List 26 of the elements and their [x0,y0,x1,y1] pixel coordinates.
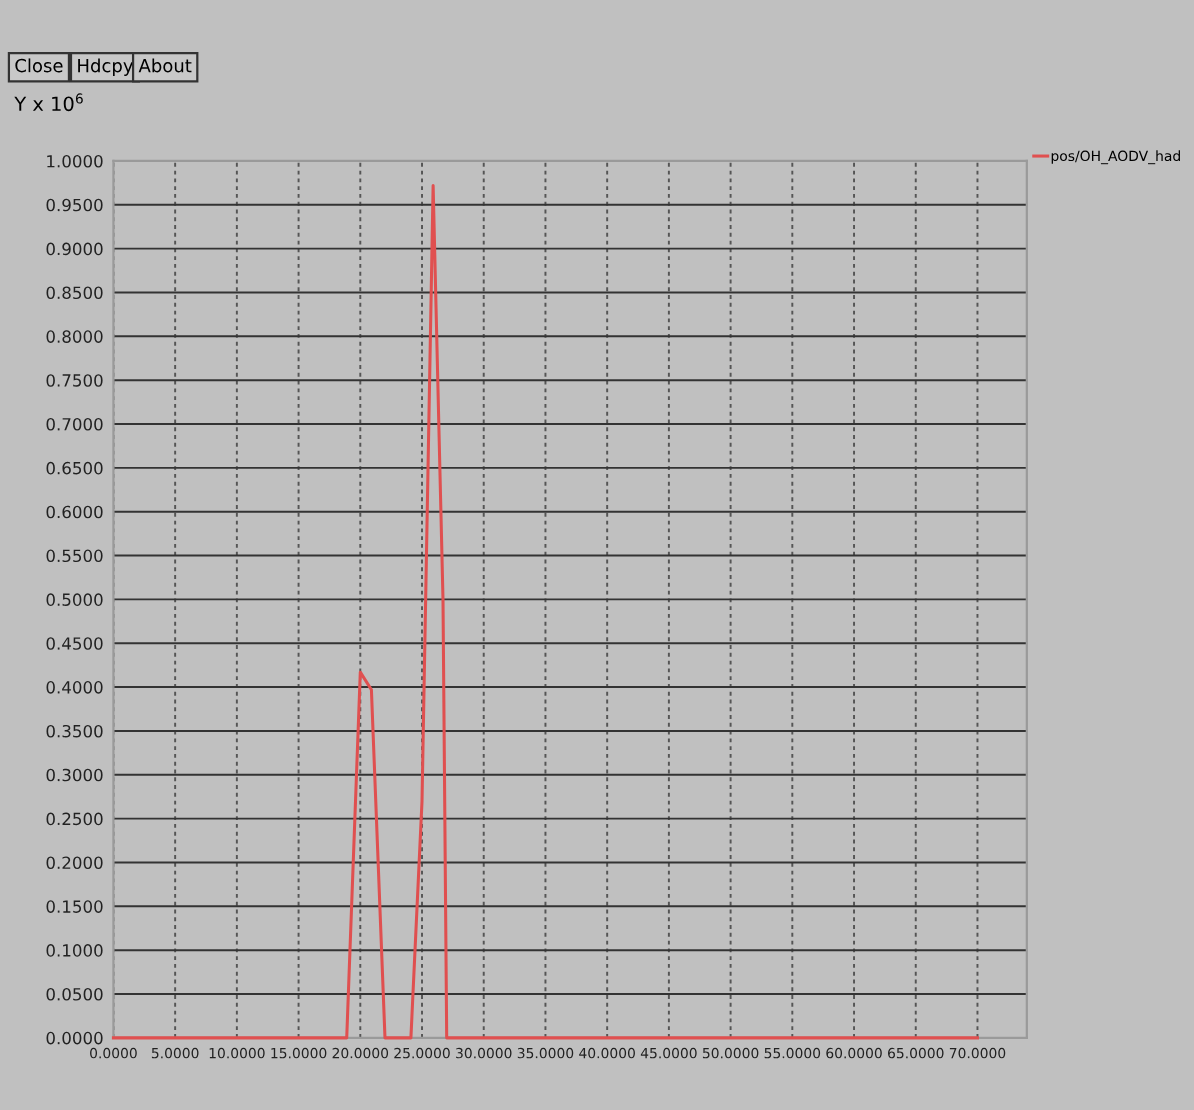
y-tick-label: 0.3000 [46,768,103,782]
text: Hdcpy [78,58,133,76]
y-tick-label: 0.9000 [46,242,103,256]
y-tick-label: 0.5000 [46,593,103,606]
y-tick-label: 0.7000 [46,417,103,431]
y-tick-label: 0.4000 [46,681,103,694]
text: Close [15,58,63,73]
y-tick-label: 1.0000 [47,154,103,168]
y-tick-label: 0.0000 [46,1031,103,1045]
y-tick-label: 0.1500 [46,900,103,913]
y-tick-label: 0.4500 [46,637,103,650]
y-tick-label: 0.6000 [46,505,103,519]
y-tick-label: 0.7500 [46,374,103,387]
y-tick-label: 0.9500 [46,198,103,212]
y-axis-title: Y x 10$^{6}$ [14,93,83,112]
y-tick-label: 0.2000 [46,856,103,870]
y-tick-label: 0.8500 [46,286,103,300]
y-tick-label: 0.0500 [46,987,103,1001]
y-tick-label: 0.3500 [46,724,103,738]
line-series [111,183,979,1040]
y-tick-label: 0.8000 [46,330,103,343]
y-tick-label: 0.2500 [46,812,103,826]
y-tick-label: 0.6500 [46,461,103,475]
y-tick-label: 0.1000 [46,944,103,957]
y-tick-label: 0.5500 [46,549,103,563]
text: About [138,58,192,73]
